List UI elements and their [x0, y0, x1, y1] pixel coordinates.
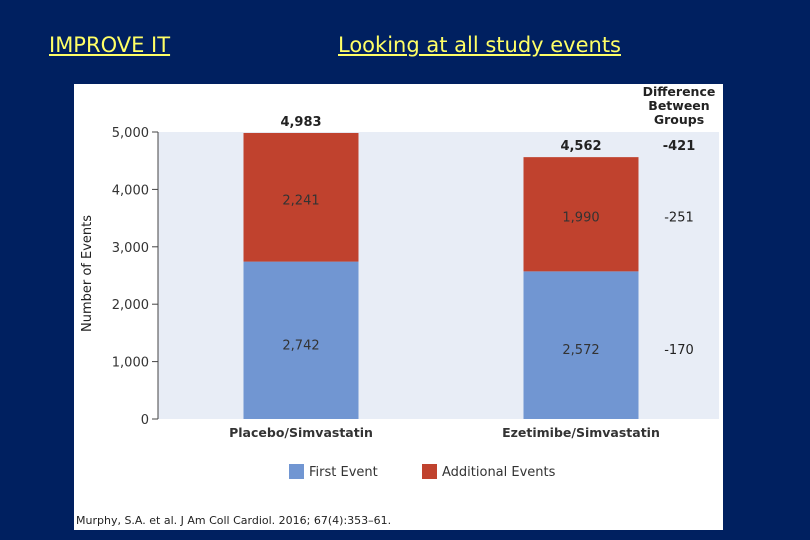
- x-category-label: Ezetimibe/Simvastatin: [502, 425, 660, 440]
- difference-header-line: Difference: [643, 84, 716, 99]
- bar-additional-events: [243, 132, 359, 262]
- difference-header-line: Between: [648, 98, 709, 113]
- y-tick-label: 4,000: [112, 183, 149, 198]
- bar-first-event: [243, 261, 359, 419]
- y-tick-label: 2,000: [112, 298, 149, 313]
- legend-label: First Event: [309, 465, 378, 480]
- legend-label: Additional Events: [442, 465, 556, 480]
- y-axis-label: Number of Events: [80, 215, 95, 332]
- bar-chart: 0 1,000 2,000 3,000 4,000 5,000 Number of Even…: [80, 84, 719, 480]
- y-tick-label: 1,000: [112, 356, 149, 371]
- difference-additional-events: -251: [664, 210, 694, 225]
- bar-first-event: [523, 271, 639, 419]
- difference-first-event: -170: [664, 343, 694, 358]
- x-category-label: Placebo/Simvastatin: [229, 425, 373, 440]
- y-tick-label: 0: [141, 413, 149, 428]
- bar-total-label: 4,983: [280, 115, 321, 130]
- bar-total-label: 4,562: [560, 139, 601, 154]
- difference-total: -421: [663, 139, 696, 154]
- citation: Murphy, S.A. et al. J Am Coll Cardiol. 2…: [76, 514, 392, 527]
- y-tick-label: 5,000: [112, 126, 149, 141]
- slide-title-right: Looking at all study events: [338, 33, 621, 57]
- bar-value-label: 2,742: [282, 338, 319, 353]
- chart-figure: 0 1,000 2,000 3,000 4,000 5,000 Number of Even…: [74, 84, 723, 530]
- difference-header-line: Groups: [654, 112, 704, 127]
- slide-title-left: IMPROVE IT: [49, 33, 171, 57]
- bar-additional-events: [523, 157, 639, 272]
- bar-value-label: 1,990: [562, 210, 599, 225]
- bar-value-label: 2,241: [282, 193, 319, 208]
- legend-swatch: [289, 464, 304, 479]
- y-tick-label: 3,000: [112, 241, 149, 256]
- legend-swatch: [422, 464, 437, 479]
- bar-value-label: 2,572: [562, 343, 599, 358]
